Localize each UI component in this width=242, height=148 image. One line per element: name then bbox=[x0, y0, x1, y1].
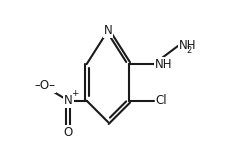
Text: +: + bbox=[71, 89, 78, 98]
Text: O: O bbox=[64, 126, 73, 139]
Text: N: N bbox=[104, 24, 112, 37]
Text: NH: NH bbox=[179, 39, 197, 52]
Text: N: N bbox=[64, 94, 73, 107]
Text: NH: NH bbox=[155, 58, 172, 71]
Text: 2: 2 bbox=[187, 46, 192, 55]
Text: –O–: –O– bbox=[34, 79, 55, 92]
Text: Cl: Cl bbox=[156, 94, 167, 107]
